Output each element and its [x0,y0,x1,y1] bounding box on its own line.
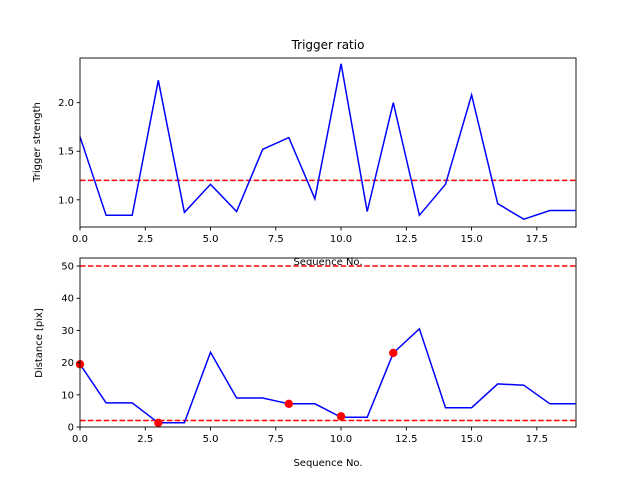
plot-area: 0.0 2.5 5.0 7.5 10.0 12.5 15.0 17.5 0 10 20 30 40 50 [61,257,577,445]
axes-frame [79,57,577,228]
data-point [336,412,346,421]
chart-title: Trigger ratio [291,38,365,52]
x-tick-label: 5.0 [203,434,219,445]
x-axis-label: Sequence No. [293,458,362,469]
x-tick-label: 17.5 [526,234,548,245]
y-axis-label: Distance [pix] [34,308,45,378]
x-tick-label: 17.5 [526,434,548,445]
x-tick-label: 15.0 [460,434,482,445]
x-tick-label: 15.0 [460,234,482,245]
y-axis-label: Trigger strength [32,102,43,183]
x-tick-label: 2.5 [137,234,153,245]
data-point [154,418,163,428]
y-tick-label: 50 [61,262,74,273]
data-point [284,399,294,409]
x-tick-label: 0.0 [72,434,88,445]
x-tick-label: 10.0 [330,434,352,445]
axes-frame [79,257,577,428]
x-tick-label: 5.0 [203,234,219,245]
y-tick-label: 2.0 [58,98,74,109]
y-tick-label: 20 [61,358,74,369]
y-tick-label: 0 [68,423,74,434]
x-tick-label: 12.5 [395,234,417,245]
series-line [79,63,576,221]
trigger-ratio-chart: Trigger ratio 0.0 2.5 5.0 7.5 10.0 12.5 15.0 17… [32,38,577,268]
y-tick-label: 30 [61,326,74,337]
y-tick-label: 40 [61,294,74,305]
x-axis-label: Sequence No. [293,257,362,268]
plot-area: 0.0 2.5 5.0 7.5 10.0 12.5 15.0 17.5 1.0 1.5 2.0 [58,57,577,245]
x-tick-label: 2.5 [137,434,153,445]
y-tick-label: 1.0 [58,195,74,206]
x-tick-label: 7.5 [268,234,284,245]
y-tick-label: 10 [61,390,74,401]
y-tick-label: 1.5 [58,147,74,158]
data-point [389,348,398,358]
x-tick-label: 10.0 [330,234,352,245]
series-line [79,327,576,424]
x-tick-label: 7.5 [268,434,284,445]
x-tick-label: 0.0 [72,234,88,245]
x-tick-label: 12.5 [395,434,417,445]
distance-chart: 0.0 2.5 5.0 7.5 10.0 12.5 15.0 17.501020304050 … [34,257,577,469]
